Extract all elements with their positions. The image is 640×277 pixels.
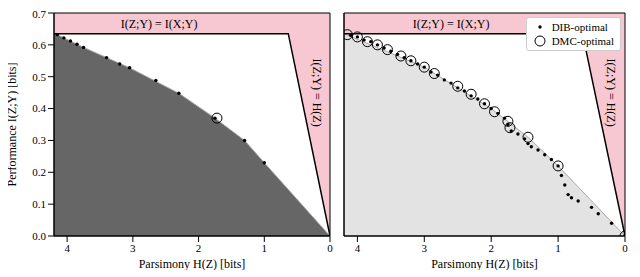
svg-text:0: 0: [622, 242, 628, 254]
svg-text:1: 1: [555, 242, 561, 254]
svg-text:0.2: 0.2: [32, 166, 46, 178]
svg-text:0.4: 0.4: [32, 102, 46, 114]
svg-text:Performance I(Z;Y) [bits]: Performance I(Z;Y) [bits]: [8, 63, 19, 187]
svg-text:0.0: 0.0: [32, 230, 46, 242]
svg-text:Parsimony H(Z) [bits]: Parsimony H(Z) [bits]: [431, 257, 538, 270]
svg-text:0.3: 0.3: [32, 134, 46, 146]
svg-text:I(Z;Y) = H(Z): I(Z;Y) = H(Z): [604, 59, 618, 127]
svg-text:I(Z;Y) = I(X;Y): I(Z;Y) = I(X;Y): [413, 17, 490, 31]
svg-text:0.1: 0.1: [32, 198, 46, 210]
svg-text:2: 2: [196, 242, 202, 254]
svg-text:0: 0: [327, 242, 333, 254]
html-text:DIB-optimal: DIB-optimal: [551, 21, 608, 33]
svg-text:3: 3: [422, 242, 428, 254]
html-text:DMC-optimal: DMC-optimal: [551, 35, 614, 47]
svg-text:I(Z;Y) = H(Z): I(Z;Y) = H(Z): [310, 59, 324, 127]
svg-text:1: 1: [262, 242, 268, 254]
svg-text:0.7: 0.7: [32, 8, 46, 20]
svg-text:0.6: 0.6: [32, 39, 46, 51]
svg-text:2: 2: [488, 242, 494, 254]
svg-text:4: 4: [64, 242, 70, 254]
svg-text:3: 3: [130, 242, 136, 254]
svg-text:4: 4: [355, 242, 361, 254]
svg-text:0.5: 0.5: [32, 71, 46, 83]
svg-text:Parsimony H(Z) [bits]: Parsimony H(Z) [bits]: [139, 257, 246, 270]
svg-text:I(Z;Y) = I(X;Y): I(Z;Y) = I(X;Y): [121, 17, 198, 31]
